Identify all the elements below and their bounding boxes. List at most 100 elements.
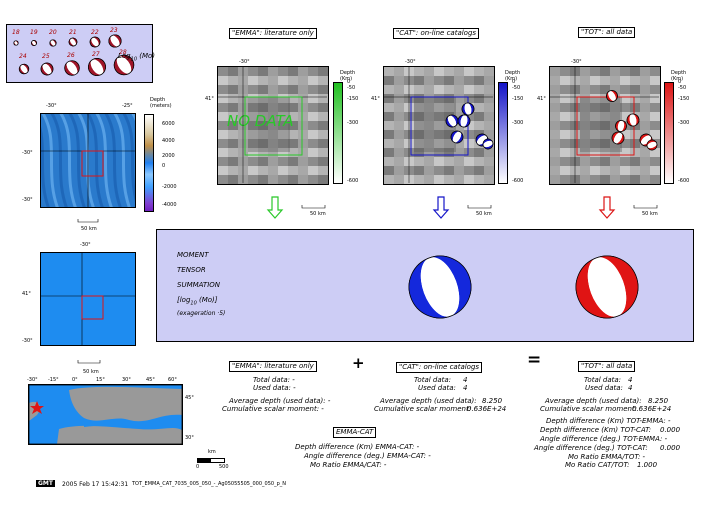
depth-tick-3: -300: [512, 120, 524, 126]
gmt-logo: GMT: [36, 480, 55, 487]
relief-cell: [464, 157, 474, 166]
relief-cell: [464, 76, 474, 85]
relief-cell: [258, 166, 268, 175]
relief-cell: [600, 157, 610, 166]
panel-overlays: -30° 41° -30° 41° -30° 41°: [77, 59, 659, 364]
relief-cell: [424, 103, 434, 112]
relief-cell: [384, 139, 394, 148]
relief-cell: [278, 112, 288, 121]
topo-ridge: [77, 114, 95, 207]
relief-cell: [464, 148, 474, 157]
relief-cell: [268, 139, 278, 148]
relief-cell: [590, 166, 600, 175]
relief-cell: [484, 148, 494, 157]
relief-cell: [630, 166, 640, 175]
relief-cell: [444, 157, 454, 166]
relief-cell: [318, 130, 328, 139]
relief-cell: [424, 76, 434, 85]
relief-cell: [318, 121, 328, 130]
depth-label: Depth: [505, 70, 521, 76]
relief-cell: [560, 67, 570, 76]
relief-cell: [484, 67, 494, 76]
europe-land: [69, 386, 182, 422]
relief-cell: [650, 85, 660, 94]
relief-cell: [298, 166, 308, 175]
relief-cell: [248, 103, 258, 112]
relief-cell: [228, 85, 238, 94]
relief-cell: [444, 175, 454, 184]
relief-cell: [298, 103, 308, 112]
mag-label-23: 23: [110, 27, 118, 34]
world-lon-tick-0: -30°: [27, 377, 38, 383]
relief-cell: [474, 76, 484, 85]
relief-cell: [218, 67, 228, 76]
relief-cell: [228, 121, 238, 130]
relief-cell: [414, 166, 424, 175]
relief-cell: [580, 148, 590, 157]
relief-cell: [414, 112, 424, 121]
relief-cell: [308, 175, 318, 184]
relief-cell: [318, 94, 328, 103]
topo-ridge: [50, 114, 68, 207]
relief-cell: [464, 175, 474, 184]
relief-cell: [550, 139, 560, 148]
tot-angle-diff-emma: Angle difference (deg.) TOT-EMMA: -: [540, 435, 668, 443]
relief-cell: [414, 175, 424, 184]
relief-cell: [560, 139, 570, 148]
relief-cell: [464, 166, 474, 175]
tot-beachball-5: [646, 139, 658, 151]
relief-cell: [298, 94, 308, 103]
relief-cell: [288, 157, 298, 166]
topo-colorbar: [144, 114, 154, 212]
relief-cell: [278, 103, 288, 112]
relief-cell: [218, 166, 228, 175]
relief-cell: [394, 67, 404, 76]
world-lon-tick-5: 45°: [146, 377, 155, 383]
relief-cell: [298, 175, 308, 184]
relief-cell: [550, 175, 560, 184]
relief-cell: [590, 157, 600, 166]
relief-cell: [278, 94, 288, 103]
cat-beachball-2: [457, 114, 471, 128]
relief-cell: [610, 148, 620, 157]
cat-stats-title: "CAT": on-line catalogs: [396, 362, 483, 373]
relief-cell: [630, 67, 640, 76]
relief-cell: [620, 94, 630, 103]
tot-mo-ratio-emma: Mo Ratio EMMA/TOT: -: [568, 453, 646, 461]
relief-cell: [590, 130, 600, 139]
relief-cell: [258, 76, 268, 85]
depth-unit: (Km): [340, 76, 353, 82]
lon-tick: -30°: [405, 59, 416, 65]
relief-cell: [474, 175, 484, 184]
relief-cell: [650, 148, 660, 157]
relief-cell: [464, 139, 474, 148]
relief-cell: [424, 175, 434, 184]
lat-tick: 41°: [205, 96, 214, 102]
relief-cell: [434, 76, 444, 85]
emmacat-mo-ratio: Mo Ratio EMMA/CAT: -: [310, 461, 387, 469]
relief-cell: [600, 67, 610, 76]
relief-cell: [318, 103, 328, 112]
summation-line-5: (exageration ·5): [177, 310, 226, 317]
tot-beachball-0: [606, 90, 618, 102]
topo-ridge: [95, 114, 113, 207]
relief-cell: [298, 148, 308, 157]
legend-beachball-6: [18, 63, 30, 75]
relief-cell: [384, 130, 394, 139]
relief-cell: [474, 94, 484, 103]
relief-cell: [464, 94, 474, 103]
world-scale-bar: [197, 458, 225, 463]
relief-cell: [560, 76, 570, 85]
topo-ridge: [41, 126, 50, 207]
lat-tick: 41°: [537, 96, 546, 102]
tot-angle-diff-cat: Angle difference (deg.) TOT-CAT:: [534, 444, 648, 452]
relief-cell: [610, 67, 620, 76]
tot-beachball-1: [626, 113, 640, 127]
relief-cell: [384, 94, 394, 103]
cat-avg: Average depth (used data):: [380, 397, 477, 405]
relief-cell: [640, 121, 650, 130]
relief-cell: [650, 67, 660, 76]
relief-cell: [318, 67, 328, 76]
relief-cell: [610, 112, 620, 121]
relief-cell: [474, 85, 484, 94]
